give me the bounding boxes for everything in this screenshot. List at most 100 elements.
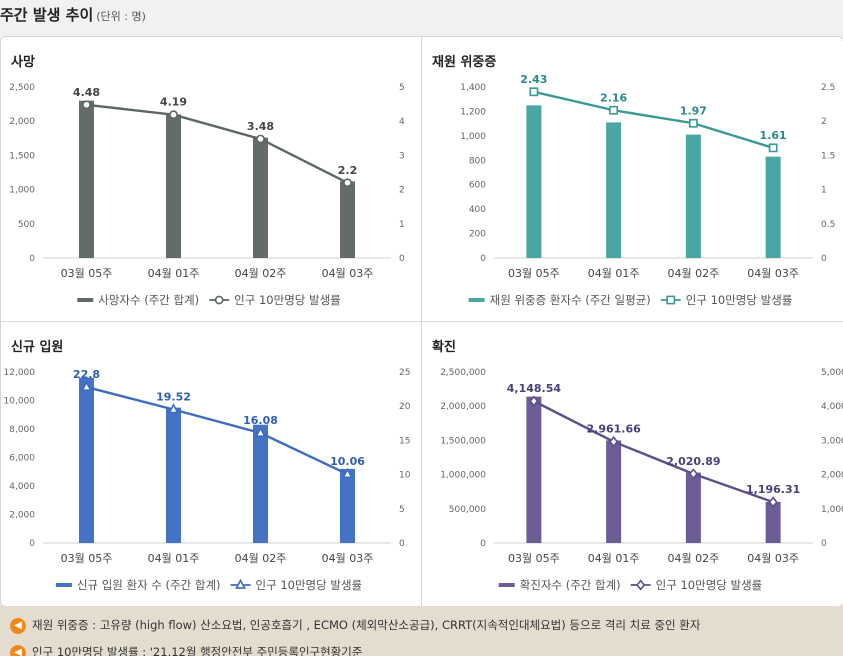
legend-line-label: 인구 10만명당 발생률 [656, 578, 763, 592]
bar [765, 156, 781, 258]
footer-notes: ◀ 재원 위중증 : 고유량 (high flow) 산소요법, 인공호흡기 , … [0, 606, 843, 656]
x-tick-label: 03월 05주 [508, 267, 560, 280]
legend-bar-label: 사망자수 (주간 합계) [98, 293, 199, 307]
bar [685, 472, 701, 543]
chart-critical: 0 200 400 600 800 1,000 1,200 1,400 0 0.5 1 1.5 2 2.5… [460, 73, 835, 307]
page-unit: (단위 : 명) [96, 10, 146, 23]
speaker-icon: ◀ [10, 644, 26, 656]
y-right-tick-label: 1.5 [821, 151, 835, 161]
y-left-tick-label: 0 [29, 254, 35, 264]
rate-point [343, 178, 352, 188]
rate-point [609, 105, 619, 115]
panel-title-admissions: 신규 입원 [11, 340, 64, 355]
x-tick-label: 04월 01주 [588, 552, 640, 565]
data-label: 1,196.31 [746, 483, 800, 496]
rate-point [81, 380, 92, 391]
data-label: 3.48 [247, 120, 274, 133]
y-left-tick-label: 1,000 [9, 186, 35, 196]
y-left-tick-label: 0 [29, 539, 35, 549]
data-label: 2,020.89 [666, 455, 720, 468]
y-right-tick-label: 4 [399, 117, 405, 127]
rate-point [82, 100, 91, 110]
data-label: 1.97 [680, 104, 707, 117]
bar [526, 396, 542, 543]
bar [340, 468, 355, 543]
y-left-tick-label: 800 [469, 156, 486, 166]
x-tick-label: 04월 02주 [668, 267, 720, 280]
data-label: 16.08 [243, 414, 278, 427]
y-right-tick-label: 0.5 [821, 220, 835, 230]
y-left-tick-label: 0 [480, 254, 486, 264]
y-right-tick-label: 1 [399, 220, 405, 230]
y-left-tick-label: 1,500,000 [440, 436, 486, 446]
bar [253, 137, 268, 258]
bar [166, 407, 181, 543]
bar [253, 424, 268, 543]
data-label: 2.2 [338, 164, 358, 177]
note-rate-definition: ◀ 인구 10만명당 발생률 : '21.12월 행정안전부 주민등록인구현황기준 [10, 644, 362, 656]
data-label: 4.19 [160, 96, 187, 109]
y-left-tick-label: 1,400 [460, 83, 486, 93]
legend: 확진자수 (주간 합계) 인구 10만명당 발생률 [498, 578, 763, 592]
data-label: 4,148.54 [507, 382, 562, 395]
y-right-tick-label: 0 [821, 539, 827, 549]
legend-bar-swatch [498, 583, 515, 587]
data-label: 2,961.66 [586, 423, 641, 436]
data-label: 1.61 [760, 129, 787, 142]
panel-confirmed: 확진 0 500,000 1,000,000 1,500,000 2,000,000 2,… [422, 322, 843, 606]
legend: 신규 입원 환자 수 (주간 합계) 인구 10만명당 발생률 [55, 578, 362, 592]
note-1-text: 재원 위중증 : 고유량 (high flow) 산소요법, 인공호흡기 , E… [32, 618, 701, 632]
rate-point [342, 467, 353, 479]
rate-point [688, 468, 699, 480]
y-left-tick-label: 500,000 [449, 505, 486, 515]
rate-line [86, 103, 349, 184]
rate-point [255, 426, 266, 437]
bar [606, 440, 622, 543]
y-left-tick-label: 200 [469, 230, 486, 240]
page-title-text: 주간 발생 추이 [0, 6, 94, 24]
chart-grid: 사망 0 500 1,000 1,500 2,000 2,500 0 1 2 3 4 5 03월 05주… [0, 36, 843, 607]
bar [526, 105, 542, 258]
y-right-tick-label: 1,000 [821, 505, 843, 515]
y-left-tick-label: 2,500,000 [440, 368, 486, 378]
rate-point [168, 403, 179, 414]
y-right-tick-label: 5 [399, 505, 405, 515]
x-tick-label: 04월 01주 [588, 267, 640, 280]
data-label: 2.16 [600, 91, 627, 104]
rate-point [768, 496, 778, 508]
y-right-tick-label: 2 [821, 117, 827, 127]
y-right-tick-label: 0 [399, 539, 405, 549]
rate-point [608, 436, 619, 448]
y-left-tick-label: 500 [18, 220, 35, 230]
panel-title-critical: 재원 위중증 [432, 55, 497, 70]
y-left-tick-label: 1,000 [460, 132, 486, 142]
panel-critical: 재원 위중증 0 200 400 600 800 1,000 1,200 1,400 0 0.5 1… [422, 37, 843, 322]
x-tick-label: 04월 03주 [322, 552, 374, 565]
bar [79, 377, 94, 543]
x-tick-label: 04월 02주 [235, 552, 287, 565]
chart-deaths: 0 500 1,000 1,500 2,000 2,500 0 1 2 3 4 5 03월 05주 04월… [9, 83, 405, 307]
x-tick-label: 03월 05주 [61, 267, 113, 280]
chart-confirmed: 0 500,000 1,000,000 1,500,000 2,000,000 2,500… [440, 368, 843, 592]
data-label: 22.8 [73, 368, 100, 381]
rate-point [256, 134, 265, 144]
speaker-icon: ◀ [10, 617, 26, 634]
panel-admissions: 신규 입원 0 2,000 4,000 6,000 8,000 10,000 12,000 0… [1, 322, 422, 606]
y-left-tick-label: 8,000 [9, 425, 35, 435]
y-left-tick-label: 6,000 [9, 454, 35, 464]
legend-bar-label: 신규 입원 환자 수 (주간 합계) [77, 578, 221, 592]
y-left-tick-label: 2,000,000 [440, 402, 486, 412]
rate-point [768, 143, 778, 153]
y-left-tick-label: 2,000 [9, 117, 35, 127]
panel-title-confirmed: 확진 [432, 340, 456, 355]
legend-bar-swatch [55, 583, 72, 587]
rate-line [86, 385, 349, 476]
y-right-tick-label: 5,000 [821, 368, 843, 378]
y-right-tick-label: 2.5 [821, 83, 835, 93]
rate-point [169, 110, 178, 120]
data-label: 10.06 [330, 455, 365, 468]
y-right-tick-label: 3 [399, 151, 405, 161]
rate-point [688, 118, 698, 128]
legend-line-marker [235, 578, 246, 589]
rate-line [533, 90, 774, 150]
